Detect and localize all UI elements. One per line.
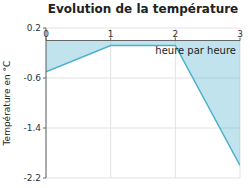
chart-container: 0.2 -0.6 -1.4 -2.2 0 1 2 3heure par heure Tempér… <box>0 0 250 188</box>
x-tick-label: 1 <box>108 29 114 39</box>
x-axis-line <box>46 40 240 41</box>
chart-svg: 0.2 -0.6 -1.4 -2.2 0 1 2 3heure par heure Tempér… <box>0 0 250 188</box>
grid-line-x <box>46 28 47 178</box>
grid-line-y <box>46 28 240 29</box>
x-tick-label: 2 <box>172 29 178 39</box>
area-fill <box>46 41 240 166</box>
y-tick <box>43 128 46 129</box>
x-axis-label: heure par heure <box>155 45 236 56</box>
y-axis-line <box>46 28 47 178</box>
line <box>46 46 240 166</box>
y-axis-label: Température en °C <box>2 61 12 147</box>
title: Evolution de la température <box>48 2 239 16</box>
x-tick-label: 3 <box>237 29 243 39</box>
grid-line-y <box>46 128 240 129</box>
marks <box>46 41 240 166</box>
grid-line-x <box>110 28 111 178</box>
y-tick-label: 0.2 <box>27 23 41 33</box>
plot-background <box>46 28 240 178</box>
y-tick <box>43 78 46 79</box>
y-tick-label: -1.4 <box>23 123 41 133</box>
y-tick-label: -2.2 <box>23 173 41 183</box>
grid <box>46 28 240 178</box>
y-tick <box>43 178 46 179</box>
y-tick-label: -0.6 <box>23 73 41 83</box>
x-tick-label: 0 <box>43 29 49 39</box>
grid-line-y <box>46 178 240 179</box>
